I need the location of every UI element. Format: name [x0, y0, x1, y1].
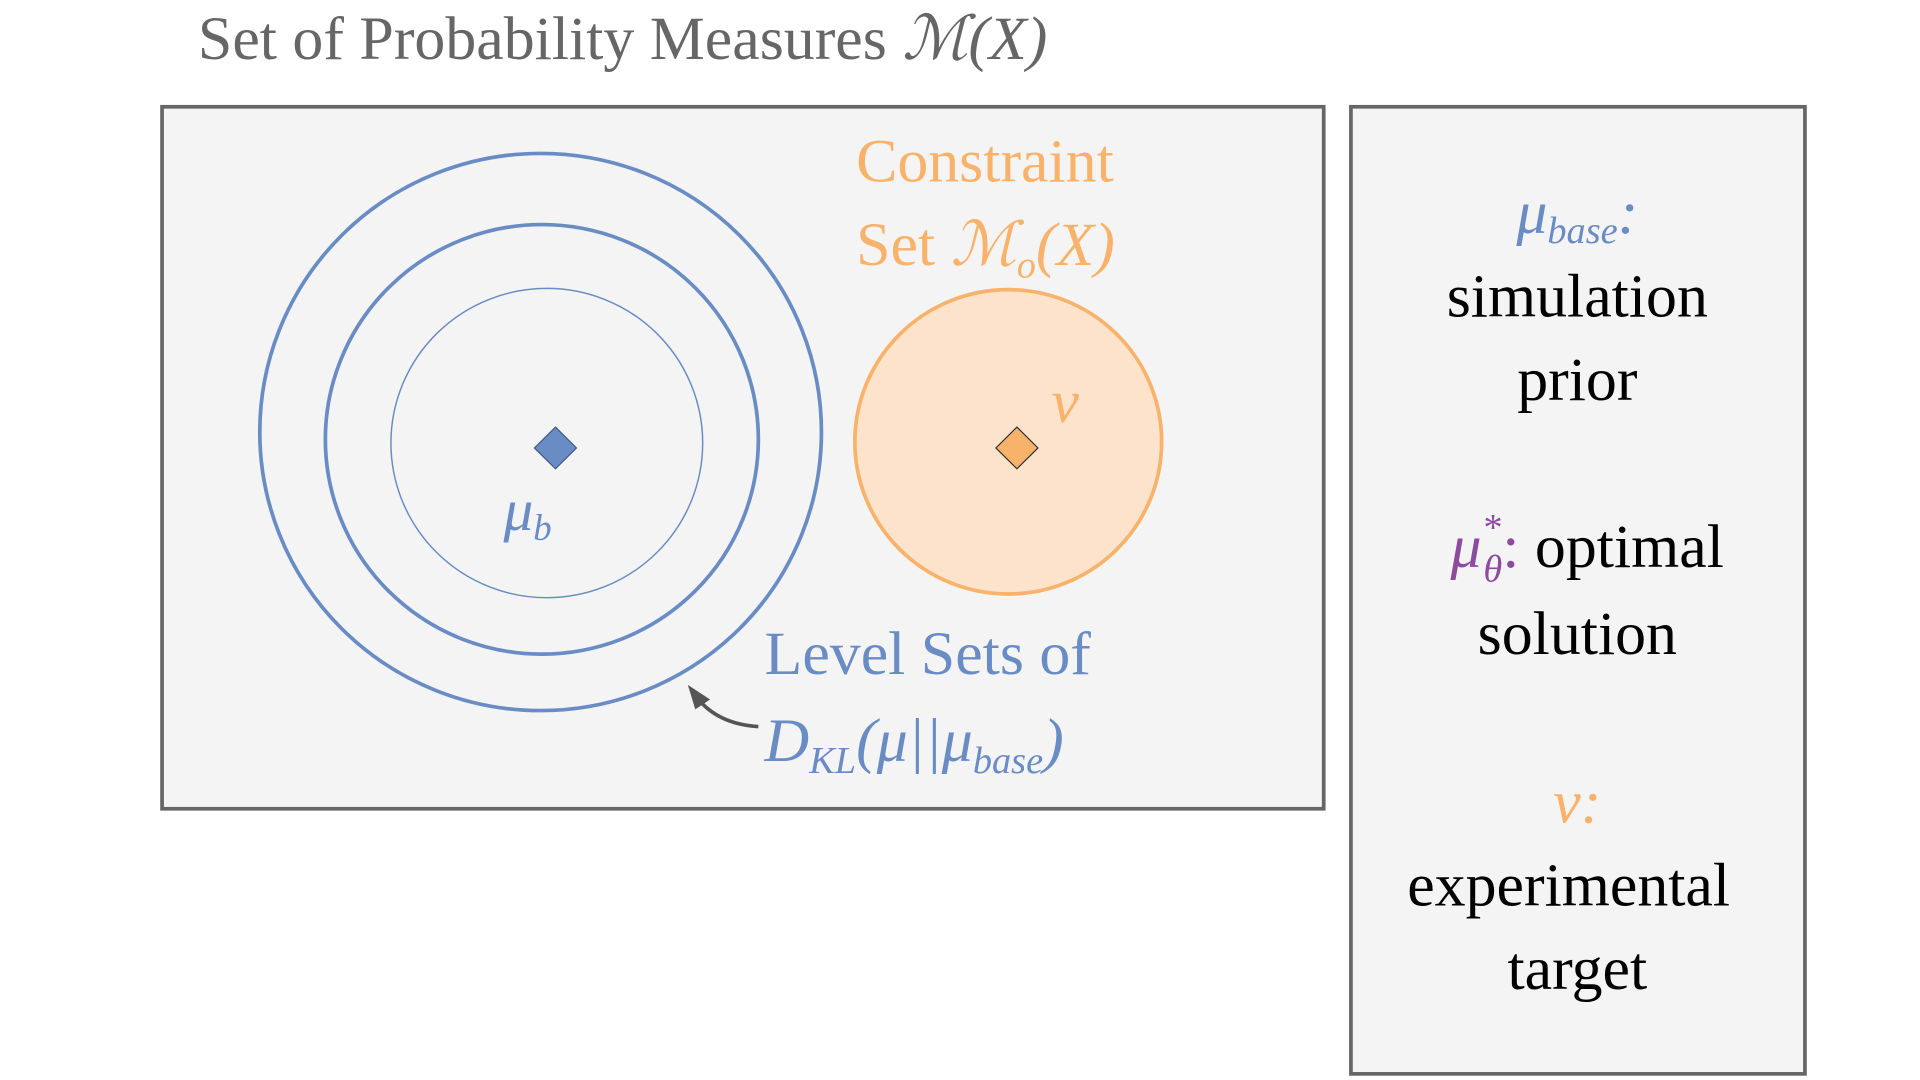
symbol: D: [764, 707, 810, 775]
subscript: b: [533, 507, 551, 548]
text: ): [1040, 707, 1064, 775]
colon: :: [1581, 768, 1602, 836]
subscript: base: [973, 740, 1043, 782]
base-point-label: μb: [503, 477, 552, 548]
text: (μ||μ: [856, 707, 973, 775]
legend-box: [1349, 104, 1807, 1076]
symbol: ℳ: [951, 211, 1025, 279]
symbol: ν: [1553, 768, 1581, 836]
symbol: μ: [503, 477, 534, 543]
level-set: [257, 151, 824, 713]
title: Set of Probability Measures ℳ(X): [198, 5, 1047, 73]
symbol: μ: [1515, 179, 1547, 247]
text: (X): [1036, 211, 1115, 279]
legend-text: solution: [1478, 600, 1677, 668]
symbol: μ: [1450, 513, 1482, 581]
level-sets-label: Level Sets of: [765, 620, 1092, 688]
level-set: [323, 222, 761, 656]
legend-text: target: [1507, 935, 1647, 1003]
subscript: base: [1547, 210, 1617, 252]
target-point-label: ν: [1052, 368, 1080, 436]
colon: :: [1618, 179, 1639, 247]
constraint-label: Constraint: [856, 128, 1114, 196]
title-math: ℳ(X): [902, 5, 1047, 73]
legend-symbol: ν:: [1553, 768, 1601, 836]
legend-text: optimal: [1519, 513, 1723, 581]
subscript: KL: [808, 740, 856, 782]
arrowhead: [687, 684, 711, 710]
base-point-marker: [533, 426, 578, 470]
legend-text: prior: [1517, 346, 1637, 414]
legend: μbase: simulation prior μ* θ: optimal sol…: [1407, 179, 1730, 1003]
superscript: *: [1482, 507, 1502, 549]
legend-symbol: μbase:: [1515, 179, 1638, 252]
subscript: θ: [1483, 549, 1502, 591]
constraint-label: Set ℳo(X): [856, 211, 1115, 286]
level-set: [390, 287, 704, 599]
level-sets-label: DKL(μ||μbase): [764, 707, 1064, 782]
legend-text: experimental: [1407, 852, 1730, 920]
title-text: Set of Probability Measures: [198, 5, 902, 73]
text: Set: [856, 211, 951, 279]
legend-symbol: μ* θ: optimal: [1450, 507, 1724, 591]
subscript: o: [1017, 244, 1036, 286]
legend-text: simulation: [1447, 263, 1708, 331]
colon: :: [1502, 513, 1519, 581]
target-point-marker: [995, 426, 1039, 470]
